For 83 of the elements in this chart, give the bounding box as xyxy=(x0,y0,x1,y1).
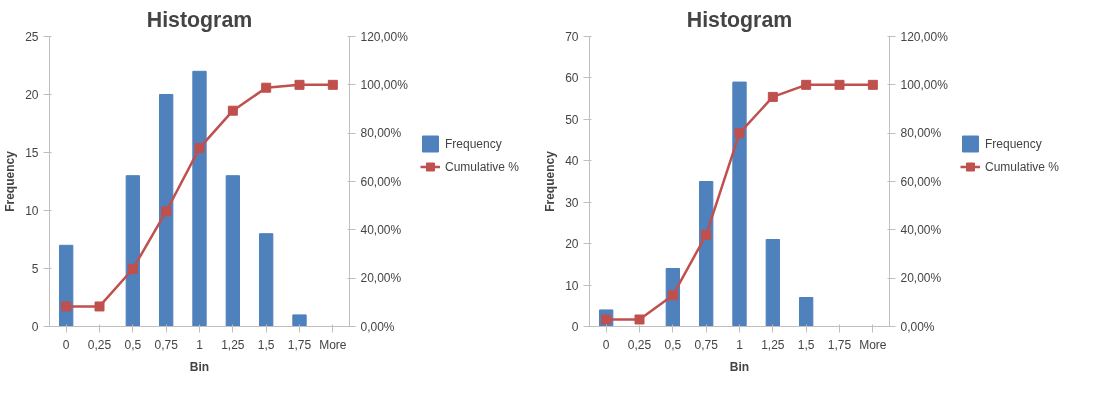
bar xyxy=(225,175,240,327)
y-tick-label: 0 xyxy=(571,320,579,334)
x-tick-label: 0,5 xyxy=(664,337,682,352)
bar xyxy=(765,239,780,327)
bar xyxy=(699,181,714,327)
y2-tick-label: 40,00% xyxy=(360,222,402,237)
legend-label: Cumulative % xyxy=(985,159,1060,174)
y2-tick-label: 0,00% xyxy=(900,319,935,334)
x-tick-label: 1 xyxy=(736,337,744,352)
y-tick-label: 15 xyxy=(25,146,39,160)
bar xyxy=(159,94,174,327)
y-tick-label: 5 xyxy=(31,262,39,276)
y2-tick-label: 60,00% xyxy=(900,174,942,189)
bar xyxy=(259,233,274,327)
x-tick-label: 0 xyxy=(62,337,70,352)
y-tick-label: 40 xyxy=(565,154,579,169)
legend-label: Frequency xyxy=(985,136,1042,151)
x-tick-label: 0,75 xyxy=(154,337,179,352)
bar xyxy=(732,81,747,327)
y2-tick-label: 40,00% xyxy=(900,222,942,237)
y-tick-label: 10 xyxy=(565,278,579,293)
x-tick-label: 0,5 xyxy=(124,337,142,352)
point xyxy=(667,290,678,301)
y-tick-label: 60 xyxy=(565,71,579,86)
point xyxy=(127,263,138,274)
y2-tick-label: 120,00% xyxy=(900,29,949,44)
point xyxy=(327,79,338,90)
point xyxy=(634,314,645,325)
point xyxy=(734,128,745,139)
point xyxy=(867,79,878,90)
y-tick-label: 30 xyxy=(565,195,579,210)
legend-label: Cumulative % xyxy=(445,159,520,174)
y-tick-label: 20 xyxy=(565,237,579,252)
legend-label: Frequency xyxy=(445,136,502,151)
y2-tick-label: 80,00% xyxy=(900,126,942,141)
point xyxy=(94,301,105,312)
y-axis-title: Frequency xyxy=(543,150,558,212)
x-tick-label: 1,25 xyxy=(221,337,245,352)
x-axis-title: Bin xyxy=(729,359,750,374)
x-tick-label: 0,25 xyxy=(87,337,112,352)
x-tick-label: 0 xyxy=(602,337,610,352)
y-tick-label: 0 xyxy=(31,320,39,334)
chart-title: Histogram xyxy=(686,7,793,32)
x-tick-label: 0,25 xyxy=(627,337,652,352)
point xyxy=(194,143,205,154)
point xyxy=(261,82,272,93)
y2-tick-label: 20,00% xyxy=(900,271,942,286)
x-tick-label: 1,25 xyxy=(761,337,785,352)
x-tick-label: 1,75 xyxy=(287,337,312,352)
x-tick-label: 1,5 xyxy=(797,337,815,352)
y2-tick-label: 100,00% xyxy=(900,77,949,92)
y-tick-label: 70 xyxy=(565,30,579,44)
bar xyxy=(799,297,814,327)
y-tick-label: 25 xyxy=(25,30,39,44)
bar xyxy=(192,70,207,327)
point xyxy=(161,206,172,217)
point xyxy=(61,301,72,312)
point xyxy=(227,105,238,116)
y-axis-title: Frequency xyxy=(3,150,18,212)
point xyxy=(801,79,812,90)
x-tick-label: 1,75 xyxy=(827,337,852,352)
x-tick-label: More xyxy=(859,337,887,352)
bar xyxy=(125,175,140,327)
point xyxy=(834,79,845,90)
x-tick-label: 0,75 xyxy=(694,337,719,352)
bar xyxy=(292,314,307,327)
x-tick-label: 1 xyxy=(196,337,204,352)
x-tick-label: More xyxy=(319,337,347,352)
y-tick-label: 10 xyxy=(25,204,39,218)
y2-tick-label: 20,00% xyxy=(360,271,402,286)
point xyxy=(701,229,712,240)
point xyxy=(294,79,305,90)
chart-title: Histogram xyxy=(146,7,253,32)
y2-tick-label: 80,00% xyxy=(360,126,402,141)
y2-tick-label: 120,00% xyxy=(360,29,409,44)
point xyxy=(767,91,778,102)
x-axis-title: Bin xyxy=(189,359,210,374)
y2-tick-label: 60,00% xyxy=(360,174,402,189)
y-tick-label: 50 xyxy=(565,112,579,127)
x-tick-label: 1,5 xyxy=(257,337,275,352)
y-tick-label: 20 xyxy=(25,88,39,102)
y2-tick-label: 0,00% xyxy=(360,319,395,334)
y2-tick-label: 100,00% xyxy=(360,77,409,92)
